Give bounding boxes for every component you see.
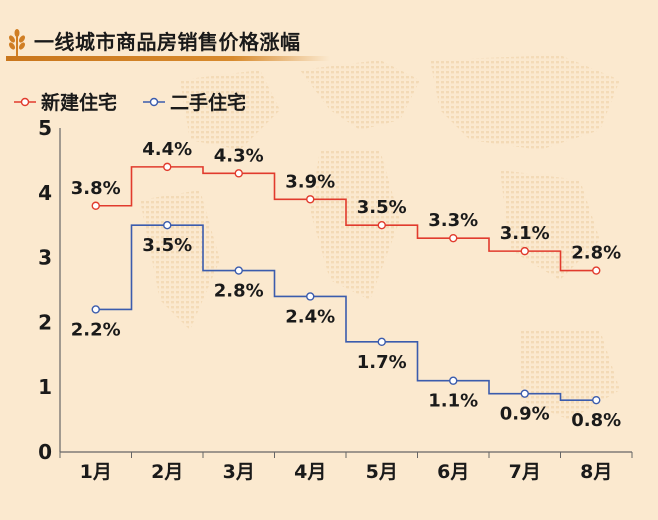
data-point	[377, 337, 386, 347]
y-tick-label: 0	[38, 440, 52, 464]
y-tick-label: 5	[38, 116, 52, 140]
data-point	[592, 395, 601, 405]
data-point	[520, 389, 529, 398]
data-point	[306, 195, 315, 204]
data-label: 1.1%	[428, 391, 478, 412]
x-tick-label: 2月	[151, 461, 183, 483]
data-point	[91, 201, 100, 210]
legend-label: 二手住宅	[170, 91, 246, 114]
data-point	[306, 292, 315, 301]
series-line-second-hand-housing	[95, 224, 597, 401]
y-tick-label: 4	[38, 181, 52, 205]
data-label: 1.7%	[357, 352, 407, 373]
data-label: 3.5%	[142, 235, 192, 256]
data-label: 3.8%	[71, 178, 121, 199]
y-tick-label: 2	[38, 310, 52, 334]
data-label: 3.9%	[285, 171, 335, 192]
chart-title-bar: 一线城市商品房销售价格涨幅	[0, 24, 658, 64]
x-tick-label: 8月	[580, 461, 612, 483]
data-point	[234, 266, 243, 275]
data-label: 3.1%	[500, 223, 550, 244]
data-point	[234, 169, 243, 178]
data-point	[449, 233, 458, 243]
data-label: 2.8%	[214, 281, 264, 302]
x-tick-label: 1月	[80, 461, 112, 483]
title-underline	[6, 56, 330, 61]
legend-swatch-marker	[20, 97, 30, 107]
data-label: 4.3%	[214, 145, 264, 166]
data-label: 0.9%	[500, 404, 550, 425]
y-tick-label: 1	[38, 375, 52, 399]
data-point	[91, 305, 100, 314]
legend-label: 新建住宅	[41, 91, 117, 114]
data-point	[163, 162, 172, 172]
series-line-new-housing	[95, 166, 597, 272]
data-point	[592, 266, 601, 275]
y-tick-label: 3	[38, 246, 52, 270]
data-label: 0.8%	[571, 410, 621, 431]
data-label: 3.3%	[428, 210, 478, 231]
data-point	[377, 220, 386, 230]
x-tick-label: 4月	[294, 461, 326, 483]
chart-title: 一线城市商品房销售价格涨幅	[34, 30, 301, 54]
legend-swatch-marker	[149, 97, 159, 107]
x-tick-label: 7月	[509, 461, 541, 483]
x-tick-label: 6月	[437, 461, 469, 483]
data-point	[520, 246, 529, 256]
data-point	[449, 376, 458, 385]
data-label: 3.5%	[357, 197, 407, 218]
data-label: 2.4%	[285, 306, 335, 327]
data-point	[163, 220, 172, 230]
x-tick-label: 5月	[366, 461, 398, 483]
wheat-icon	[4, 28, 30, 62]
data-label: 2.8%	[571, 243, 621, 264]
data-label: 2.2%	[71, 319, 121, 340]
x-tick-label: 3月	[223, 461, 255, 483]
data-label: 4.4%	[142, 139, 192, 160]
